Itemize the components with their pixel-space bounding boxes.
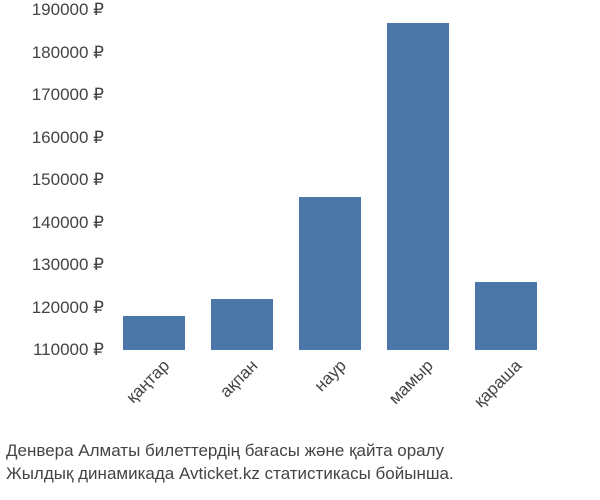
bar: [475, 282, 537, 350]
x-tick-label: мамыр: [385, 356, 438, 409]
bar: [299, 197, 361, 350]
y-tick-label: 130000 ₽: [0, 255, 104, 275]
x-tick-label: ақпан: [216, 356, 262, 402]
bar: [387, 23, 449, 350]
y-tick-label: 150000 ₽: [0, 170, 104, 190]
y-tick-label: 160000 ₽: [0, 128, 104, 148]
y-tick-label: 190000 ₽: [0, 0, 104, 20]
y-tick-label: 110000 ₽: [0, 340, 104, 360]
bars-container: [110, 10, 550, 350]
x-axis-labels: қаңтар ақпан наур мамыр қараша: [110, 356, 550, 446]
caption-line-2: Жылдық динамикада Avticket.kz статистика…: [6, 463, 454, 486]
bar: [211, 299, 273, 350]
price-chart: қаңтар ақпан наур мамыр қараша 110000 ₽ 12000…: [0, 10, 560, 440]
y-tick-label: 120000 ₽: [0, 298, 104, 318]
x-tick-label: наур: [311, 356, 351, 396]
caption-line-1: Денвера Алматы билеттердің бағасы және қ…: [6, 440, 454, 463]
x-tick-label: қараша: [470, 356, 526, 412]
bar: [123, 316, 185, 350]
y-tick-label: 170000 ₽: [0, 85, 104, 105]
y-tick-label: 180000 ₽: [0, 43, 104, 63]
chart-caption: Денвера Алматы билеттердің бағасы және қ…: [6, 440, 454, 486]
x-tick-label: қаңтар: [122, 356, 173, 407]
y-tick-label: 140000 ₽: [0, 213, 104, 233]
